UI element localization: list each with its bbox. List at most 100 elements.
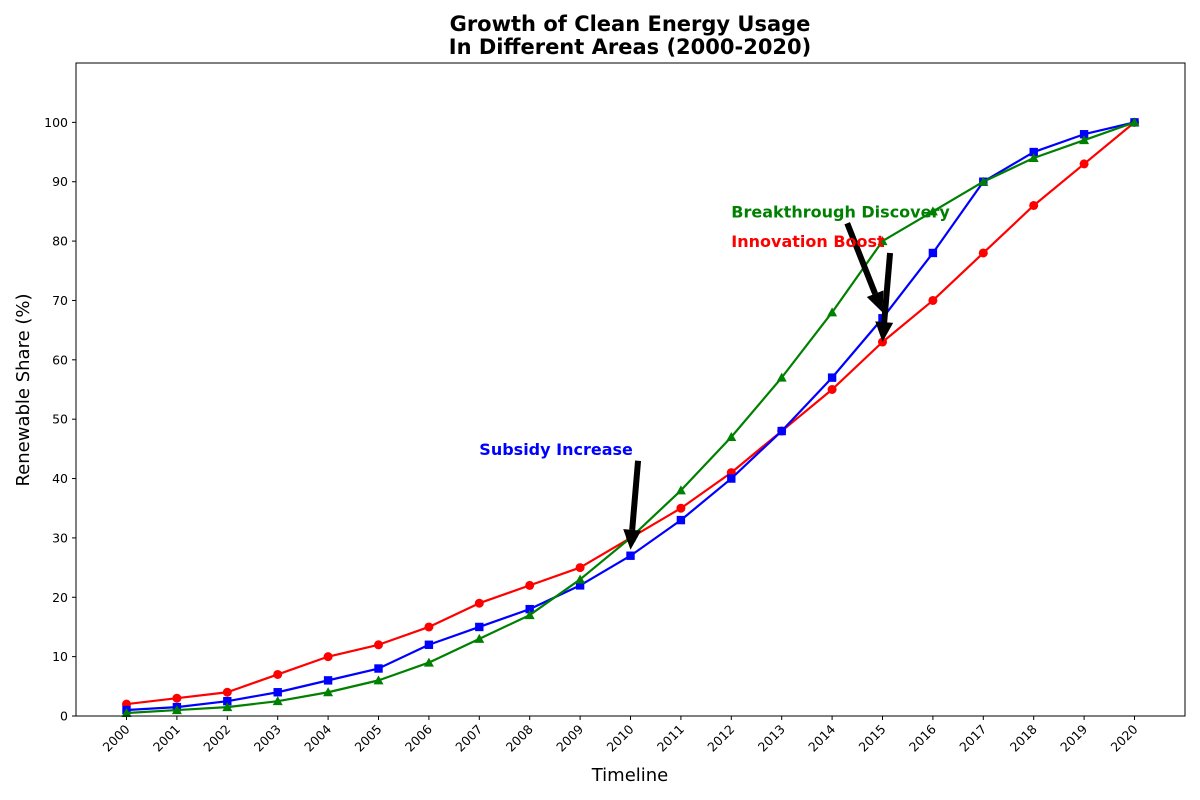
series-1-point-2005 xyxy=(374,664,383,673)
x-axis-label: Timeline xyxy=(591,765,669,786)
annotation-0-text: Subsidy Increase xyxy=(479,440,633,459)
x-tick-label-2005: 2005 xyxy=(352,722,385,755)
chart-title-line-2: In Different Areas (2000-2020) xyxy=(449,35,812,59)
series-0-line xyxy=(126,121,1136,706)
series-2-point-2002 xyxy=(222,702,233,712)
series-0-point-2008 xyxy=(525,580,535,590)
series-1-point-2011 xyxy=(676,515,686,525)
series-2-point-2019 xyxy=(1079,135,1090,145)
series-0-point-2016 xyxy=(928,295,938,305)
series-2-point-2018 xyxy=(1028,152,1039,162)
series-2-point-2013 xyxy=(776,372,787,382)
series-0-point-2004 xyxy=(323,652,333,662)
y-tick-label-30: 30 xyxy=(52,530,68,545)
y-tick-label-70: 70 xyxy=(52,293,68,308)
series-1-point-2003 xyxy=(273,688,282,697)
x-tick-label-2010: 2010 xyxy=(604,721,637,754)
y-tick-label-90: 90 xyxy=(52,174,68,189)
y-tick-label-80: 80 xyxy=(52,234,68,249)
series-0-point-2003 xyxy=(273,669,283,679)
series-1-point-2007 xyxy=(475,622,484,632)
series-1-point-2010 xyxy=(626,551,635,560)
y-tick-label-20: 20 xyxy=(52,590,68,605)
annotation-2-text: Innovation Boost xyxy=(731,232,885,251)
series-0-point-2018 xyxy=(1029,200,1039,210)
x-tick-label-2018: 2018 xyxy=(1007,721,1040,754)
x-tick-label-2013: 2013 xyxy=(755,722,788,755)
series-2-point-2003 xyxy=(272,696,283,706)
x-tick-label-2015: 2015 xyxy=(856,722,889,755)
series-2-point-2000 xyxy=(121,708,132,718)
series-1-point-2002 xyxy=(223,696,232,706)
plot-area: 2000 2001 2002 2003 2004 2005 2006 2007 2008 2009… xyxy=(44,115,1141,755)
series-2-point-2006 xyxy=(423,657,434,667)
series-1-point-2018 xyxy=(1029,147,1038,157)
chart-title-line-1: Growth of Clean Energy Usage xyxy=(450,12,811,36)
x-tick-label-2003: 2003 xyxy=(251,722,284,755)
x-tick-label-2017: 2017 xyxy=(956,722,989,755)
series-2-point-2009 xyxy=(575,574,586,584)
x-tick-label-2016: 2016 xyxy=(906,721,939,754)
series-2-point-2012 xyxy=(726,431,737,441)
x-tick-label-2011: 2011 xyxy=(654,722,687,755)
x-tick-label-2008: 2008 xyxy=(503,721,536,754)
annotation-1-text: Breakthrough Discovery xyxy=(731,202,950,221)
y-tick-label-10: 10 xyxy=(52,649,68,664)
series-2-point-2004 xyxy=(323,687,334,697)
series-2-point-2016 xyxy=(927,206,938,216)
y-tick-label-50: 50 xyxy=(52,412,68,427)
x-tick-label-2020: 2020 xyxy=(1108,721,1141,754)
series-0-point-2011 xyxy=(676,503,686,513)
series-2-point-2007 xyxy=(474,633,485,643)
x-tick-label-2004: 2004 xyxy=(301,721,334,754)
series-0-point-2002 xyxy=(222,687,232,697)
y-tick-label-0: 0 xyxy=(60,709,68,724)
series-0-point-2001 xyxy=(172,693,182,703)
x-tick-label-2009: 2009 xyxy=(553,721,586,754)
y-tick-label-100: 100 xyxy=(44,115,68,130)
series-0-point-2007 xyxy=(474,598,484,608)
series-1-point-2012 xyxy=(727,474,736,483)
x-tick-label-2001: 2001 xyxy=(150,722,183,755)
chart-title: Growth of Clean Energy Usage In Differen… xyxy=(449,12,812,59)
x-tick-label-2019: 2019 xyxy=(1057,721,1090,754)
annotation-2-arrow-shaft xyxy=(881,252,894,323)
annotation-2-arrow-head xyxy=(875,321,894,343)
annotation-1-arrow-head xyxy=(866,290,884,313)
series-2-point-2011 xyxy=(675,485,686,495)
series-1-point-2009 xyxy=(575,581,585,590)
series-0-point-2009 xyxy=(575,563,585,573)
series-0-point-2006 xyxy=(424,622,434,632)
series-2-point-2020 xyxy=(1129,117,1140,127)
annotation-0-arrow-head xyxy=(623,529,642,550)
x-tick-label-2000: 2000 xyxy=(100,721,133,754)
series-2-point-2014 xyxy=(827,307,838,317)
x-tick-label-2006: 2006 xyxy=(402,721,435,754)
plot-frame xyxy=(75,62,1186,717)
series-2-point-2017 xyxy=(978,176,989,186)
y-tick-label-40: 40 xyxy=(52,471,68,486)
y-axis-label: Renewable Share (%) xyxy=(13,293,34,486)
series-0-point-2017 xyxy=(978,248,988,258)
x-tick-label-2007: 2007 xyxy=(452,722,485,755)
series-1-point-2013 xyxy=(777,426,786,436)
series-1-point-2008 xyxy=(525,604,534,614)
series-1-point-2014 xyxy=(827,373,837,382)
series-2-point-2015 xyxy=(877,236,888,246)
series-2-point-2001 xyxy=(171,705,182,715)
series-0-point-2005 xyxy=(374,640,383,650)
x-tick-label-2014: 2014 xyxy=(805,721,838,754)
series-1-line xyxy=(126,121,1135,712)
annotation-0-arrow-shaft xyxy=(629,460,642,531)
series-1-point-2019 xyxy=(1079,130,1089,139)
x-tick-label-2012: 2012 xyxy=(704,722,737,755)
annotation-1-arrow-shaft xyxy=(844,222,878,295)
x-tick-label-2002: 2002 xyxy=(200,722,233,755)
series-2-point-2005 xyxy=(373,675,384,685)
series-1-point-2004 xyxy=(323,676,333,685)
series-0-point-2014 xyxy=(827,385,837,394)
y-tick-label-60: 60 xyxy=(52,352,68,367)
series-1-point-2016 xyxy=(928,248,938,258)
series-2-line xyxy=(126,121,1135,715)
